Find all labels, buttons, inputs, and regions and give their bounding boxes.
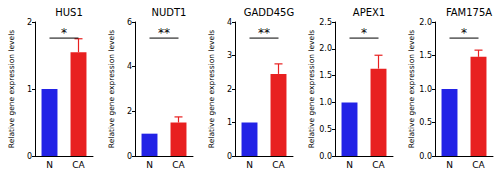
svg-text:1.5: 1.5	[319, 71, 332, 80]
svg-text:2.5: 2.5	[319, 18, 332, 27]
svg-text:N: N	[246, 160, 253, 170]
svg-text:2.0: 2.0	[319, 44, 332, 53]
svg-text:NUDT1: NUDT1	[152, 7, 187, 18]
svg-text:1.0: 1.0	[419, 85, 432, 94]
svg-text:6: 6	[127, 18, 132, 27]
svg-text:N: N	[346, 160, 353, 170]
svg-text:1.5: 1.5	[419, 51, 432, 60]
svg-text:CA: CA	[172, 160, 185, 170]
svg-text:Relative gene expression level: Relative gene expression levels	[207, 30, 216, 148]
svg-text:Relative gene expression level: Relative gene expression levels	[307, 30, 316, 148]
svg-text:**: **	[258, 26, 270, 40]
svg-text:1: 1	[227, 118, 232, 127]
svg-text:N: N	[446, 160, 453, 170]
svg-text:GADD45G: GADD45G	[244, 7, 294, 18]
svg-text:1: 1	[27, 85, 32, 94]
svg-text:0: 0	[27, 152, 32, 161]
svg-text:Relative gene expression level: Relative gene expression levels	[7, 30, 16, 148]
svg-text:0.5: 0.5	[319, 125, 332, 134]
svg-text:APEX1: APEX1	[353, 7, 385, 18]
svg-text:0: 0	[227, 152, 232, 161]
svg-text:2: 2	[27, 18, 32, 27]
svg-text:CA: CA	[472, 160, 485, 170]
svg-text:N: N	[146, 160, 153, 170]
svg-text:CA: CA	[272, 160, 285, 170]
svg-text:0: 0	[127, 152, 132, 161]
svg-text:*: *	[461, 26, 467, 40]
svg-text:1.0: 1.0	[319, 98, 332, 107]
svg-text:CA: CA	[372, 160, 385, 170]
svg-text:4: 4	[127, 62, 132, 71]
svg-text:2: 2	[227, 85, 232, 94]
svg-text:Relative gene expression level: Relative gene expression levels	[407, 30, 416, 148]
svg-text:N: N	[46, 160, 53, 170]
svg-text:Relative gene expression level: Relative gene expression levels	[107, 30, 116, 148]
svg-text:*: *	[61, 26, 67, 40]
svg-text:0.0: 0.0	[419, 152, 432, 161]
svg-text:**: **	[158, 26, 170, 40]
svg-text:3: 3	[227, 51, 232, 60]
svg-text:FAM175A: FAM175A	[446, 7, 492, 18]
svg-text:HUS1: HUS1	[55, 7, 83, 18]
svg-text:2.0: 2.0	[419, 18, 432, 27]
svg-text:0.5: 0.5	[419, 118, 432, 127]
svg-text:4: 4	[227, 18, 232, 27]
svg-text:2: 2	[127, 107, 132, 116]
svg-text:*: *	[361, 26, 367, 40]
svg-text:0.0: 0.0	[319, 152, 332, 161]
svg-text:CA: CA	[72, 160, 85, 170]
